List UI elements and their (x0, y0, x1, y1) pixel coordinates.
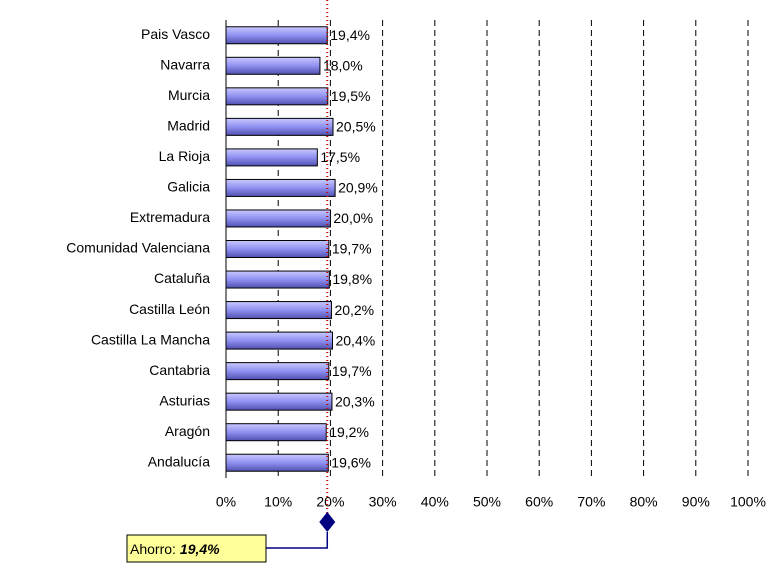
bar (225, 209, 331, 228)
callout-connector (266, 532, 329, 549)
x-tick-label: 20% (316, 494, 344, 510)
bar (225, 148, 318, 167)
annotation: Ahorro: 19,4% (130, 541, 220, 557)
value-label: 20,5% (336, 119, 376, 135)
y-tick-label: Aragón (165, 423, 210, 439)
value-label: 20,0% (333, 210, 373, 226)
bar (225, 423, 327, 442)
bar (225, 178, 336, 197)
value-label: 20,9% (338, 180, 378, 196)
value-label: 19,5% (331, 88, 371, 104)
y-tick-label: Navarra (160, 57, 210, 73)
value-label: 20,3% (335, 393, 375, 409)
x-tick-label: 70% (577, 494, 605, 510)
y-tick-label: Castilla La Mancha (91, 331, 210, 347)
bar (225, 240, 330, 258)
y-tick-label: Cantabria (149, 362, 210, 378)
y-tick-label: Asturias (159, 392, 210, 408)
y-tick-label: Castilla León (129, 301, 210, 317)
value-label: 19,2% (329, 424, 369, 440)
value-label: 20,2% (334, 302, 374, 318)
bar (225, 301, 332, 320)
x-tick-label: 40% (421, 494, 449, 510)
annotation-box (126, 534, 267, 563)
bar (225, 392, 333, 411)
y-tick-label: Cataluña (154, 270, 210, 286)
value-label: 19,7% (332, 241, 372, 257)
value-label: 19,4% (330, 27, 370, 43)
y-tick-label: Murcia (168, 87, 210, 103)
bar (225, 26, 328, 45)
x-tick-label: 100% (730, 494, 766, 510)
y-tick-label: La Rioja (159, 148, 211, 164)
x-tick-label: 80% (630, 494, 658, 510)
bar (225, 270, 330, 289)
y-tick-label: Extremadura (130, 209, 210, 225)
y-tick-label: Comunidad Valenciana (66, 240, 210, 256)
value-label: 19,6% (331, 454, 371, 470)
value-label: 17,5% (320, 149, 360, 165)
x-tick-label: 10% (264, 494, 292, 510)
x-tick-label: 0% (216, 494, 236, 510)
value-label: 19,8% (332, 271, 372, 287)
annotation-label: Ahorro: (130, 541, 176, 557)
y-tick-label: Andalucía (148, 453, 210, 469)
value-label: 18,0% (323, 58, 363, 74)
bar (225, 56, 321, 75)
x-tick-label: 50% (473, 494, 501, 510)
value-label: 20,4% (335, 332, 375, 348)
reference-marker (319, 512, 336, 532)
bar (225, 362, 330, 381)
annotation-value: 19,4% (180, 541, 220, 557)
x-tick-label: 30% (369, 494, 397, 510)
y-tick-label: Galicia (167, 179, 210, 195)
bar (225, 87, 329, 106)
y-tick-label: Pais Vasco (141, 26, 210, 42)
bar (225, 117, 334, 136)
y-tick-label: Madrid (167, 118, 210, 134)
bar (225, 331, 333, 350)
value-label: 19,7% (332, 363, 372, 379)
bar (225, 453, 329, 472)
x-tick-label: 60% (525, 494, 553, 510)
x-tick-label: 90% (682, 494, 710, 510)
